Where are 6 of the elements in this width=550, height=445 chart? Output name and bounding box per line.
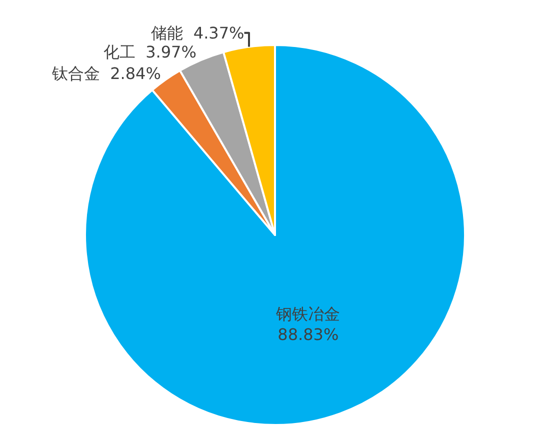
data-label: 88.83% bbox=[278, 325, 339, 344]
slice-label: 储能 4.37% bbox=[151, 23, 244, 42]
pie-slice bbox=[84, 44, 466, 426]
slice-label: 化工 3.97% bbox=[103, 42, 196, 62]
slice-label: 钢铁冶金 bbox=[275, 304, 340, 324]
slice-label: 钛合金 2.84% bbox=[50, 64, 161, 83]
